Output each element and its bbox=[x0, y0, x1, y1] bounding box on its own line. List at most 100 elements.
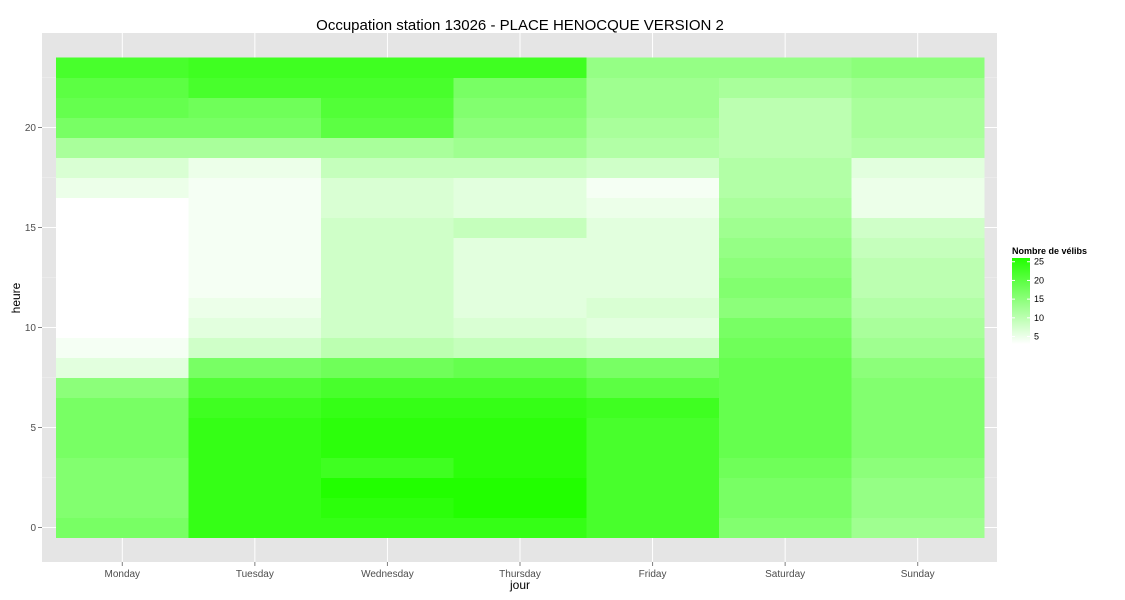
heatmap-cell bbox=[56, 237, 189, 258]
heatmap-cell bbox=[851, 317, 985, 338]
heatmap-cell bbox=[188, 517, 322, 538]
heatmap-cell bbox=[586, 157, 720, 178]
heatmap-cell bbox=[586, 77, 720, 98]
heatmap-cell bbox=[321, 117, 455, 138]
x-axis-ticks: Monday Tuesday Wednesday Thursday Friday Satu… bbox=[104, 562, 935, 580]
heatmap-cell bbox=[188, 477, 322, 498]
heatmap-cell bbox=[321, 377, 455, 398]
heatmap-cell bbox=[586, 257, 720, 278]
x-tick-label: Wednesday bbox=[361, 569, 414, 580]
y-axis-title: heure bbox=[9, 282, 23, 313]
heatmap-cell bbox=[586, 417, 720, 438]
heatmap-cell bbox=[586, 197, 720, 218]
heatmap-cell bbox=[453, 137, 587, 158]
heatmap-cell bbox=[718, 457, 852, 478]
heatmap-cell bbox=[453, 377, 587, 398]
heatmap-cell bbox=[718, 437, 852, 458]
heatmap-cell bbox=[851, 377, 985, 398]
heatmap-cell bbox=[56, 57, 189, 78]
heatmap-cell bbox=[321, 77, 455, 98]
heatmap-cell bbox=[188, 497, 322, 518]
heatmap-cell bbox=[851, 397, 985, 418]
heatmap-cell bbox=[851, 457, 985, 478]
heatmap-cell bbox=[56, 497, 189, 518]
y-tick-label: 10 bbox=[25, 323, 37, 334]
heatmap-cell bbox=[718, 317, 852, 338]
heatmap-cell bbox=[56, 257, 189, 278]
heatmap-cell bbox=[718, 497, 852, 518]
heatmap-cell bbox=[188, 457, 322, 478]
heatmap-cell bbox=[718, 377, 852, 398]
heatmap-cell bbox=[56, 397, 189, 418]
heatmap-cell bbox=[321, 297, 455, 318]
heatmap-cell bbox=[851, 77, 985, 98]
heatmap-cell bbox=[718, 177, 852, 198]
y-tick-label: 5 bbox=[30, 423, 36, 434]
heatmap-cell bbox=[586, 457, 720, 478]
heatmap-cell bbox=[188, 277, 322, 298]
heatmap-cell bbox=[321, 397, 455, 418]
heatmap-cells bbox=[56, 57, 985, 538]
heatmap-cell bbox=[56, 517, 189, 538]
heatmap-cell bbox=[851, 237, 985, 258]
heatmap-cell bbox=[188, 197, 322, 218]
heatmap-cell bbox=[718, 297, 852, 318]
heatmap-cell bbox=[188, 217, 322, 238]
heatmap-cell bbox=[586, 437, 720, 458]
heatmap-cell bbox=[321, 517, 455, 538]
heatmap-cell bbox=[188, 357, 322, 378]
heatmap-cell bbox=[188, 117, 322, 138]
heatmap-cell bbox=[718, 517, 852, 538]
heatmap-cell bbox=[586, 517, 720, 538]
heatmap-cell bbox=[321, 177, 455, 198]
heatmap-cell bbox=[586, 277, 720, 298]
legend-breaks: 5 10 15 20 25 bbox=[1012, 257, 1044, 342]
heatmap-cell bbox=[321, 417, 455, 438]
legend-color-bar bbox=[1012, 258, 1030, 344]
heatmap-cell bbox=[188, 157, 322, 178]
heatmap-cell bbox=[586, 237, 720, 258]
heatmap-cell bbox=[188, 137, 322, 158]
heatmap-cell bbox=[586, 97, 720, 118]
y-tick-label: 0 bbox=[30, 523, 36, 534]
heatmap-cell bbox=[851, 57, 985, 78]
heatmap-cell bbox=[188, 397, 322, 418]
heatmap-cell bbox=[851, 357, 985, 378]
heatmap-cell bbox=[851, 417, 985, 438]
heatmap-cell bbox=[321, 437, 455, 458]
heatmap-cell bbox=[453, 77, 587, 98]
heatmap-cell bbox=[851, 137, 985, 158]
heatmap-cell bbox=[851, 517, 985, 538]
heatmap-cell bbox=[586, 337, 720, 358]
x-tick-label: Friday bbox=[639, 569, 667, 580]
heatmap-cell bbox=[718, 477, 852, 498]
heatmap-cell bbox=[718, 397, 852, 418]
heatmap-cell bbox=[718, 237, 852, 258]
heatmap-cell bbox=[56, 317, 189, 338]
legend-break-label: 10 bbox=[1034, 313, 1044, 323]
legend-break-label: 15 bbox=[1034, 294, 1044, 304]
heatmap-cell bbox=[321, 477, 455, 498]
heatmap-cell bbox=[718, 257, 852, 278]
heatmap-cell bbox=[56, 357, 189, 378]
heatmap-cell bbox=[56, 137, 189, 158]
heatmap-cell bbox=[321, 217, 455, 238]
heatmap-cell bbox=[188, 317, 322, 338]
heatmap-cell bbox=[851, 117, 985, 138]
heatmap-cell bbox=[851, 277, 985, 298]
heatmap-cell bbox=[56, 77, 189, 98]
x-tick-label: Sunday bbox=[901, 569, 935, 580]
heatmap-cell bbox=[851, 437, 985, 458]
heatmap-cell bbox=[321, 97, 455, 118]
heatmap-cell bbox=[718, 217, 852, 238]
heatmap-cell bbox=[56, 197, 189, 218]
heatmap-cell bbox=[851, 297, 985, 318]
heatmap-cell bbox=[188, 377, 322, 398]
heatmap-cell bbox=[453, 217, 587, 238]
heatmap-cell bbox=[56, 377, 189, 398]
y-tick-label: 20 bbox=[25, 123, 37, 134]
heatmap-cell bbox=[453, 57, 587, 78]
heatmap-cell bbox=[453, 357, 587, 378]
heatmap-cell bbox=[56, 217, 189, 238]
heatmap-cell bbox=[321, 337, 455, 358]
